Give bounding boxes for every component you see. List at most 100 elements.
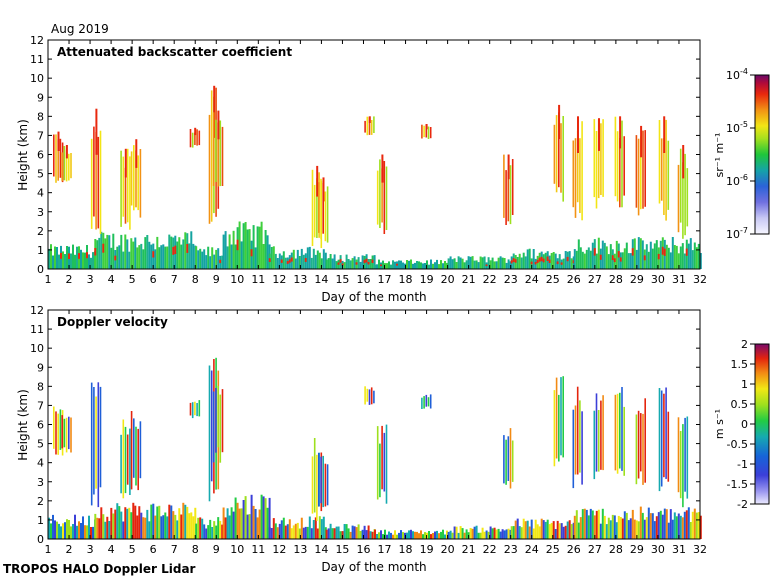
boundary-layer-column	[203, 249, 206, 269]
boundary-layer-column	[605, 524, 608, 539]
boundary-layer-column	[493, 261, 496, 269]
x-tick-label: 6	[150, 543, 157, 556]
cloud-streak	[324, 463, 327, 507]
x-tick-label: 10	[230, 273, 244, 286]
boundary-layer-column	[276, 258, 279, 269]
cloud-streak	[595, 393, 598, 472]
boundary-layer-column	[542, 520, 545, 539]
boundary-layer-column	[88, 515, 90, 539]
boundary-layer-column	[50, 523, 52, 539]
boundary-layer-column	[78, 253, 80, 259]
boundary-layer-column	[653, 521, 656, 539]
boundary-layer-column	[526, 520, 529, 539]
boundary-layer-column	[691, 511, 694, 539]
cloud-streak	[364, 120, 366, 133]
boundary-layer-column	[254, 247, 257, 269]
boundary-layer-column	[406, 260, 408, 269]
boundary-layer-column	[156, 506, 159, 539]
boundary-layer-column	[615, 522, 618, 539]
boundary-layer-column	[446, 262, 448, 269]
boundary-layer-column	[396, 263, 398, 266]
x-tick-label: 9	[213, 273, 220, 286]
boundary-layer-column	[550, 253, 553, 269]
boundary-layer-column	[292, 525, 295, 539]
boundary-layer-column	[258, 226, 261, 269]
boundary-layer-column	[335, 526, 338, 539]
boundary-layer-column	[627, 520, 630, 539]
plot-frame	[47, 309, 701, 540]
boundary-layer-column	[412, 263, 414, 269]
boundary-layer-column	[274, 523, 277, 539]
boundary-layer-column	[398, 532, 400, 539]
cloud-streak	[682, 162, 684, 239]
boundary-layer-column	[82, 516, 84, 539]
boundary-layer-column	[581, 251, 584, 269]
cloud-streak	[373, 116, 375, 133]
cloud-core	[640, 125, 643, 158]
boundary-layer-column	[310, 257, 313, 269]
cloud-core	[368, 116, 371, 123]
boundary-layer-column	[398, 260, 400, 269]
boundary-layer-column	[122, 521, 125, 539]
colorbar-tick-label: 0	[741, 418, 748, 431]
cloud-streak	[379, 159, 381, 228]
boundary-layer-column	[300, 517, 303, 539]
boundary-layer-column	[410, 529, 412, 539]
boundary-layer-column	[94, 248, 97, 256]
boundary-layer-column	[110, 507, 113, 539]
x-tick-label: 11	[251, 543, 265, 556]
cloud-streak	[366, 116, 369, 136]
boundary-layer-column	[418, 533, 420, 539]
cloud-streak	[139, 421, 142, 479]
boundary-layer-column	[507, 528, 510, 539]
boundary-layer-column	[611, 514, 614, 539]
x-tick-label: 9	[213, 543, 220, 556]
boundary-layer-column	[554, 253, 557, 269]
boundary-layer-column	[633, 519, 636, 539]
boundary-layer-column	[693, 242, 696, 269]
boundary-layer-column	[367, 525, 370, 539]
boundary-layer-column	[512, 258, 515, 262]
boundary-layer-column	[130, 238, 133, 269]
cloud-core	[577, 116, 579, 153]
boundary-layer-column	[296, 522, 299, 539]
cloud-streak	[217, 122, 219, 187]
boundary-layer-column	[292, 249, 295, 269]
colorbar	[754, 343, 770, 505]
boundary-layer-column	[351, 258, 354, 269]
cloud-streak	[623, 406, 625, 476]
boundary-layer-column	[211, 527, 214, 539]
boundary-layer-column	[52, 514, 54, 539]
boundary-layer-column	[120, 511, 123, 539]
boundary-layer-column	[146, 509, 149, 539]
x-tick-label: 32	[693, 273, 707, 286]
cloud-streak	[555, 115, 558, 193]
boundary-layer-column	[566, 521, 569, 539]
boundary-layer-column	[524, 521, 527, 539]
cloud-streak	[640, 413, 642, 472]
boundary-layer-column	[422, 263, 424, 269]
boundary-layer-column	[461, 258, 464, 269]
cloud-streak	[677, 164, 680, 233]
boundary-layer-column	[242, 500, 245, 539]
boundary-layer-column	[530, 261, 533, 265]
boundary-layer-column	[619, 517, 622, 539]
x-tick-label: 17	[378, 273, 392, 286]
boundary-layer-column	[80, 249, 82, 269]
boundary-layer-column	[509, 529, 512, 539]
boundary-layer-column	[70, 253, 72, 269]
boundary-layer-column	[258, 509, 261, 539]
boundary-layer-column	[382, 534, 384, 539]
boundary-layer-column	[260, 494, 263, 539]
boundary-layer-column	[556, 261, 559, 265]
cloud-streak	[59, 138, 62, 178]
boundary-layer-column	[499, 256, 502, 269]
cloud-core	[57, 131, 60, 151]
boundary-layer-column	[548, 524, 551, 539]
boundary-layer-column	[637, 237, 640, 269]
boundary-layer-column	[114, 255, 117, 261]
cloud-streak	[635, 135, 638, 208]
boundary-layer-column	[199, 517, 202, 539]
boundary-layer-column	[124, 507, 127, 539]
boundary-layer-column	[625, 512, 628, 539]
